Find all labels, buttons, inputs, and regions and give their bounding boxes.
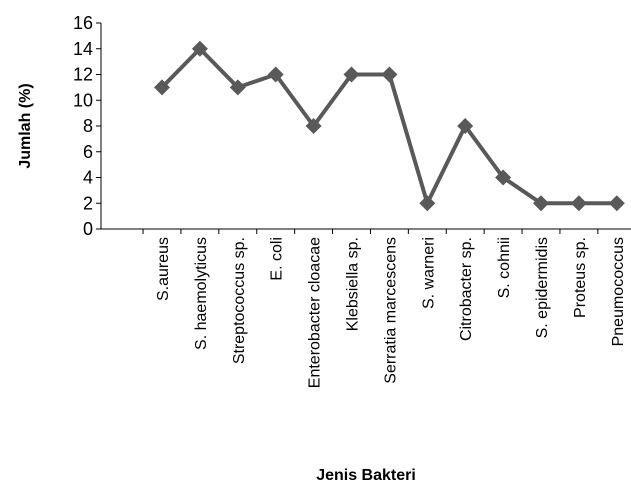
y-tick-label: 6: [83, 142, 93, 162]
data-point-marker: [419, 195, 436, 212]
x-category-label: S. haemolyticus: [193, 237, 210, 350]
y-tick-label: 2: [83, 193, 93, 213]
y-tick-label: 0: [83, 219, 93, 239]
data-point-marker: [191, 40, 208, 57]
x-category-label: S. cohnii: [496, 237, 513, 298]
data-point-marker: [305, 118, 322, 134]
y-tick-label: 12: [73, 65, 93, 85]
y-axis-ticks: 0 2 4 6 8 10 12 14 16: [73, 13, 101, 239]
data-point-marker: [608, 195, 625, 212]
data-points: [154, 40, 625, 212]
x-category-label: Klebsiella sp.: [345, 237, 362, 331]
x-axis-title: Jenis Bakteri: [316, 467, 416, 484]
y-tick-label: 14: [73, 39, 93, 59]
y-tick-label: 4: [83, 168, 93, 188]
x-category-label: S.aureus: [155, 237, 172, 301]
x-category-label: Streptococcus sp.: [231, 237, 248, 364]
y-tick-label: 16: [73, 13, 93, 33]
y-tick-label: 8: [83, 116, 93, 136]
data-point-marker: [154, 79, 170, 96]
x-category-label: Enterobacter cloacae: [307, 237, 324, 388]
x-category-label: Serratia marcescens: [382, 237, 399, 384]
y-axis-title: Jumlah (%): [17, 83, 34, 168]
data-point-marker: [495, 169, 512, 186]
data-point-marker: [533, 195, 549, 212]
y-tick-label: 10: [73, 90, 93, 110]
data-point-marker: [343, 66, 360, 83]
data-point-marker: [381, 66, 398, 83]
x-category-label: Proteus sp.: [572, 237, 589, 318]
x-category-label: Citrobacter sp.: [458, 237, 475, 341]
data-point-marker: [229, 79, 246, 96]
x-category-label: S. warneri: [420, 237, 437, 309]
x-category-label: E. coli: [269, 237, 286, 281]
x-axis-ticks: [142, 229, 599, 234]
data-point-marker: [267, 66, 284, 83]
data-point-marker: [457, 118, 474, 134]
data-point-marker: [570, 195, 587, 212]
x-category-label: Pneumococcus: [610, 237, 627, 346]
x-category-label: S. epidermidis: [534, 237, 551, 338]
x-axis-category-labels: S.aureus S. haemolyticus Streptococcus sp.…: [155, 237, 627, 388]
